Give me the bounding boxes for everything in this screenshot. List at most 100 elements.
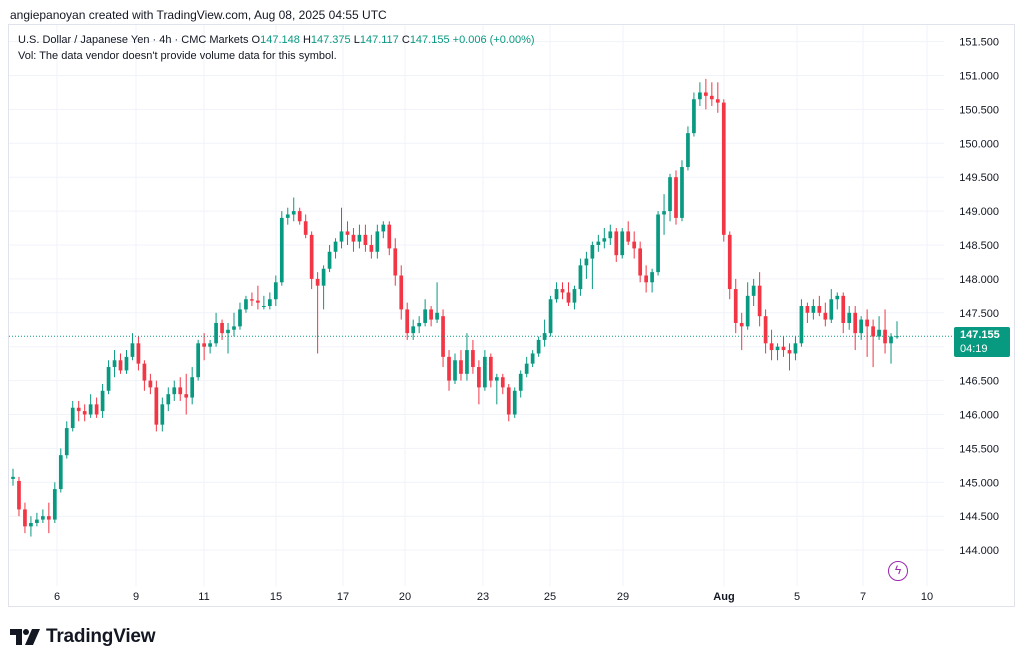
candle[interactable] <box>584 251 589 279</box>
candle[interactable] <box>256 285 260 310</box>
candle[interactable] <box>817 295 822 317</box>
candle[interactable] <box>447 350 451 391</box>
candle[interactable] <box>751 278 756 307</box>
candle[interactable] <box>453 353 457 384</box>
candle[interactable] <box>733 278 738 334</box>
candle[interactable] <box>214 312 218 347</box>
candle[interactable] <box>805 302 810 323</box>
candle[interactable] <box>357 224 362 249</box>
candle[interactable] <box>309 231 314 290</box>
candle[interactable] <box>441 309 445 368</box>
candle[interactable] <box>411 319 416 340</box>
candle[interactable] <box>178 377 183 401</box>
candle[interactable] <box>285 207 290 225</box>
candle[interactable] <box>620 228 625 259</box>
candle[interactable] <box>124 350 129 374</box>
candle[interactable] <box>297 207 302 225</box>
lightning-icon[interactable]: ϟ <box>888 561 908 581</box>
candle[interactable] <box>698 82 702 107</box>
candle[interactable] <box>512 387 517 418</box>
candle[interactable] <box>536 336 541 357</box>
candle[interactable] <box>841 292 846 334</box>
candle[interactable] <box>41 509 45 523</box>
candle[interactable] <box>387 221 392 256</box>
candle[interactable] <box>488 353 493 388</box>
candle[interactable] <box>680 160 684 222</box>
candle[interactable] <box>787 343 792 371</box>
candle[interactable] <box>757 272 762 327</box>
candle[interactable] <box>471 339 475 374</box>
candle[interactable] <box>590 241 595 290</box>
candle[interactable] <box>417 316 422 334</box>
candle[interactable] <box>775 343 780 361</box>
candle[interactable] <box>692 92 696 137</box>
candle[interactable] <box>202 333 206 361</box>
candle[interactable] <box>602 228 607 249</box>
candle[interactable] <box>327 245 332 273</box>
candle[interactable] <box>375 224 380 259</box>
candle[interactable] <box>626 221 631 245</box>
candle[interactable] <box>530 350 535 368</box>
candle[interactable] <box>35 512 39 527</box>
candle[interactable] <box>650 268 654 293</box>
candle[interactable] <box>524 356 529 378</box>
candle[interactable] <box>781 336 786 357</box>
tradingview-logo[interactable]: TradingView <box>10 626 156 648</box>
candle[interactable] <box>142 360 147 391</box>
candle[interactable] <box>130 333 135 361</box>
candle[interactable] <box>208 339 212 354</box>
candle[interactable] <box>715 82 720 113</box>
candle[interactable] <box>11 468 15 486</box>
candle[interactable] <box>614 228 619 262</box>
candle[interactable] <box>303 214 308 239</box>
candle[interactable] <box>94 397 99 418</box>
candle[interactable] <box>244 295 248 313</box>
candle[interactable] <box>721 99 726 242</box>
candle[interactable] <box>267 292 272 310</box>
candle[interactable] <box>399 265 404 320</box>
candle[interactable] <box>560 282 565 300</box>
candle[interactable] <box>393 238 398 286</box>
candle[interactable] <box>853 306 858 351</box>
candle[interactable] <box>23 502 27 534</box>
candle[interactable] <box>745 282 750 330</box>
candle[interactable] <box>82 404 87 422</box>
candle[interactable] <box>100 383 105 418</box>
candle[interactable] <box>554 282 559 303</box>
candle[interactable] <box>548 295 553 337</box>
candle[interactable] <box>494 373 499 405</box>
candle[interactable] <box>656 211 660 276</box>
candle[interactable] <box>226 322 230 354</box>
candle[interactable] <box>333 238 338 259</box>
candle[interactable] <box>506 383 511 422</box>
candle[interactable] <box>889 333 893 364</box>
candle[interactable] <box>566 282 571 307</box>
candle[interactable] <box>632 231 637 259</box>
candle[interactable] <box>17 476 21 517</box>
candle[interactable] <box>345 221 350 245</box>
candle[interactable] <box>704 78 708 110</box>
candle[interactable] <box>644 265 648 293</box>
candle[interactable] <box>369 234 374 259</box>
candle[interactable] <box>674 170 678 225</box>
candle[interactable] <box>196 339 201 381</box>
candle[interactable] <box>184 373 189 415</box>
candle[interactable] <box>799 299 804 347</box>
candle[interactable] <box>58 448 63 493</box>
candle[interactable] <box>871 319 875 368</box>
candle[interactable] <box>727 231 732 300</box>
candle[interactable] <box>608 224 613 245</box>
candle[interactable] <box>351 228 356 252</box>
candle[interactable] <box>232 312 236 337</box>
candle[interactable] <box>823 302 828 327</box>
candle[interactable] <box>279 211 284 286</box>
candle[interactable] <box>148 373 153 395</box>
candle[interactable] <box>483 350 487 391</box>
candle[interactable] <box>435 282 439 323</box>
candle[interactable] <box>70 400 75 432</box>
candle[interactable] <box>662 194 666 235</box>
candle[interactable] <box>321 265 326 310</box>
candle[interactable] <box>106 360 111 395</box>
candle[interactable] <box>262 295 266 310</box>
